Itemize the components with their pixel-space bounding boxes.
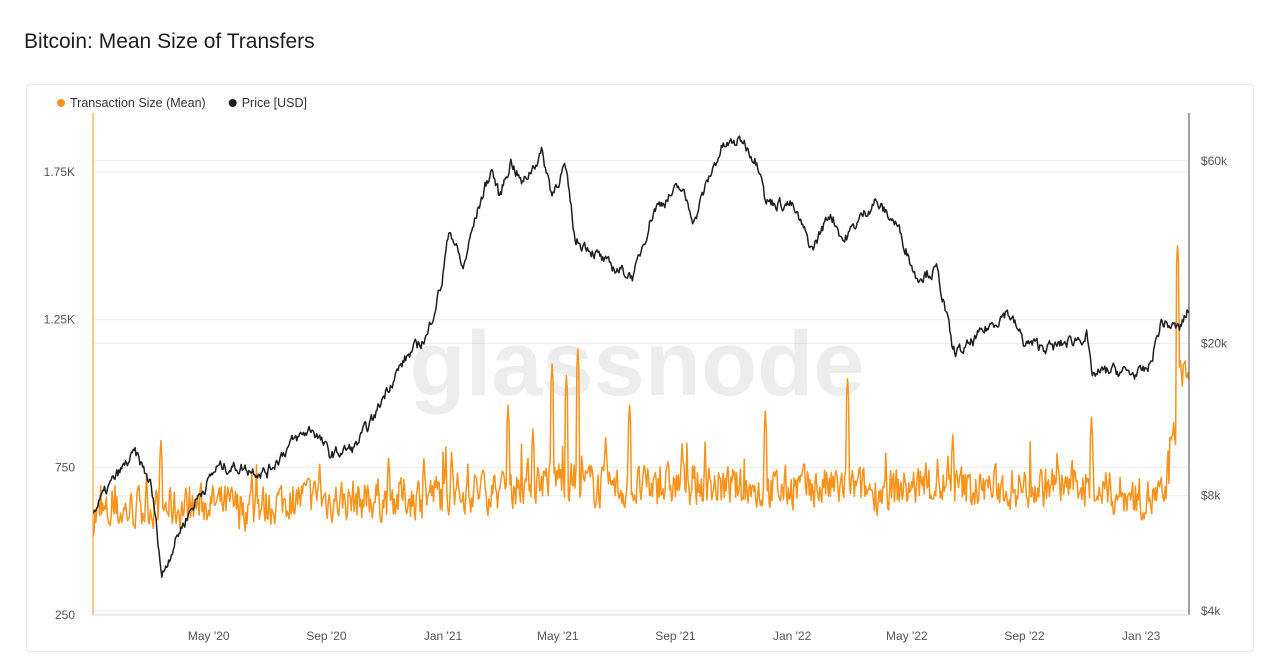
legend-label-1: Price [USD] (242, 96, 307, 110)
legend-label-0: Transaction Size (Mean) (70, 96, 206, 110)
chart-card: Transaction Size (Mean) Price [USD] glass… (26, 84, 1254, 652)
y-left-tick-label: 750 (55, 460, 75, 474)
x-tick-label: Sep '21 (655, 629, 696, 643)
x-tick-label: May '20 (188, 629, 230, 643)
legend-marker-1 (228, 99, 237, 107)
y-left-tick-label: 1.25K (44, 313, 75, 327)
y-right-tick-label: $20k (1201, 336, 1228, 350)
x-tick-label: Jan '23 (1122, 629, 1161, 643)
legend-marker-0 (57, 99, 65, 107)
y-left-tick-label: 1.75K (44, 165, 75, 179)
x-tick-label: May '22 (886, 629, 928, 643)
legend: Transaction Size (Mean) Price [USD] (57, 96, 307, 110)
x-tick-label: Jan '21 (424, 629, 463, 643)
x-tick-label: Sep '20 (306, 629, 347, 643)
watermark: glassnode (409, 313, 864, 415)
y-right-tick-label: $4k (1201, 604, 1221, 618)
chart-svg: Transaction Size (Mean) Price [USD] glass… (44, 96, 1228, 643)
x-tick-label: Jan '22 (773, 629, 812, 643)
x-tick-label: Sep '22 (1004, 629, 1045, 643)
series-line-transaction-size (92, 245, 1190, 537)
y-left-tick-label: 250 (55, 608, 75, 622)
series-group (92, 135, 1190, 578)
page-title: Bitcoin: Mean Size of Transfers (24, 30, 315, 53)
axes: 250 750 1.25K 1.75K $4k $8k $20k $60k May '20 Sep… (44, 113, 1228, 643)
y-right-tick-label: $8k (1201, 489, 1221, 503)
series-line-price (92, 135, 1190, 578)
x-tick-label: May '21 (537, 629, 579, 643)
y-right-tick-label: $60k (1201, 154, 1228, 168)
